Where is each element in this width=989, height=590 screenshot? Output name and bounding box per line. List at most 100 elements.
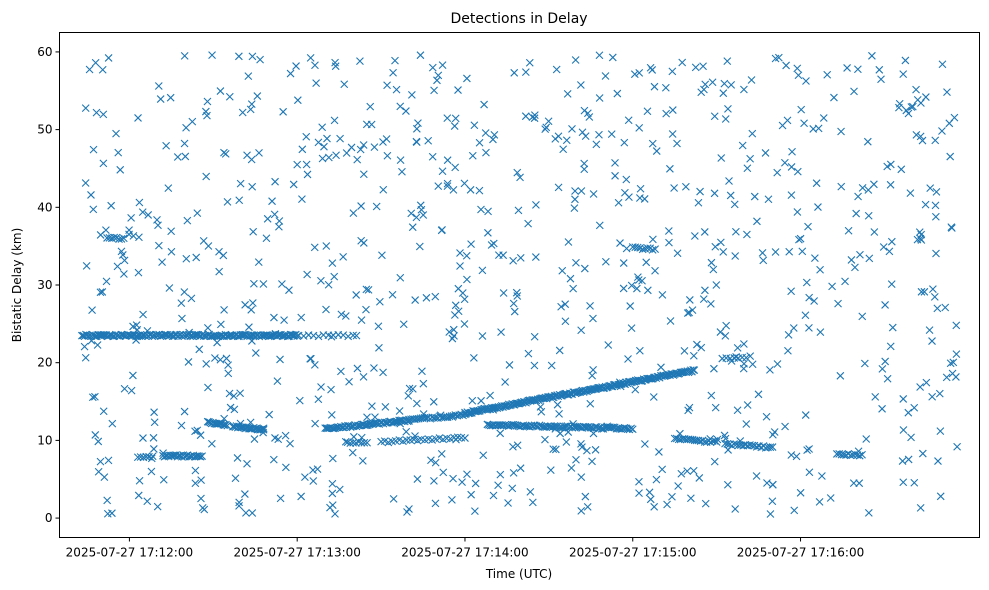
data-point <box>149 445 158 453</box>
data-point <box>286 69 295 78</box>
data-point <box>225 389 234 398</box>
data-point <box>460 320 469 328</box>
data-point <box>422 293 431 302</box>
data-point <box>477 396 485 405</box>
data-point <box>798 247 807 256</box>
data-point <box>780 158 789 167</box>
data-point <box>689 351 698 360</box>
data-point <box>313 465 322 474</box>
data-point <box>349 432 358 441</box>
data-point <box>608 53 617 62</box>
data-point <box>878 404 886 413</box>
data-point <box>135 233 143 242</box>
data-point <box>270 313 278 322</box>
data-point <box>928 392 937 401</box>
data-point <box>434 71 443 80</box>
data-point <box>389 68 397 77</box>
data-point <box>754 390 763 399</box>
data-point <box>349 209 358 217</box>
data-point <box>936 427 945 436</box>
data-point <box>231 474 240 483</box>
data-point <box>494 481 502 490</box>
data-point <box>766 510 775 518</box>
data-point <box>167 227 176 236</box>
data-point <box>496 470 505 479</box>
data-point <box>650 82 659 91</box>
data-point <box>577 440 585 448</box>
data-point <box>270 210 279 219</box>
data-point <box>588 457 596 466</box>
data-point <box>588 371 597 380</box>
data-point <box>657 363 665 372</box>
x-axis: 2025-07-27 17:12:00 2025-07-27 17:13:00 20… <box>66 537 864 560</box>
data-point <box>668 492 676 501</box>
data-point <box>724 104 732 113</box>
data-point <box>652 147 661 155</box>
data-point <box>691 63 700 72</box>
data-point <box>630 70 639 79</box>
data-point <box>946 359 955 368</box>
data-point <box>196 431 205 440</box>
data-point <box>224 369 233 378</box>
data-point <box>388 290 397 299</box>
data-point <box>133 453 142 462</box>
data-point <box>407 209 416 218</box>
chart-title: Detections in Delay <box>450 11 587 27</box>
data-point <box>328 259 337 268</box>
data-point <box>721 332 730 340</box>
data-point <box>697 88 706 97</box>
data-point <box>650 502 659 511</box>
data-point <box>180 51 189 60</box>
data-point <box>850 87 858 96</box>
data-point <box>215 247 223 256</box>
data-point <box>725 177 733 185</box>
data-point <box>843 64 851 72</box>
data-point <box>356 57 364 66</box>
data-point <box>557 302 565 311</box>
data-point <box>564 238 573 246</box>
data-point <box>836 371 845 380</box>
data-point <box>524 219 532 228</box>
data-point <box>928 337 936 345</box>
data-point <box>719 89 728 98</box>
data-point <box>699 62 707 71</box>
data-point <box>408 385 417 393</box>
data-point <box>706 435 715 443</box>
data-point <box>530 332 539 341</box>
data-point <box>785 247 794 256</box>
data-point <box>460 179 469 188</box>
data-point <box>184 358 193 366</box>
data-point <box>396 419 405 428</box>
data-point <box>216 320 225 329</box>
data-points <box>77 51 962 518</box>
data-point <box>566 274 575 283</box>
data-point <box>532 200 540 209</box>
data-point <box>112 129 120 138</box>
data-point <box>677 469 686 478</box>
data-point <box>178 314 186 323</box>
data-point <box>417 205 426 214</box>
data-point <box>191 466 200 475</box>
data-point <box>668 67 677 76</box>
data-point <box>834 299 842 308</box>
data-point <box>332 151 340 160</box>
data-point <box>108 419 117 428</box>
data-point <box>572 455 580 464</box>
data-point <box>871 393 880 401</box>
data-point <box>555 346 564 355</box>
data-point <box>563 89 572 98</box>
data-point <box>943 88 951 97</box>
data-point <box>887 237 896 246</box>
data-point <box>259 280 268 288</box>
data-point <box>576 81 585 89</box>
data-point <box>396 102 405 111</box>
data-point <box>110 233 119 242</box>
data-point <box>690 366 699 375</box>
data-point <box>298 195 306 204</box>
data-point <box>298 145 307 154</box>
data-point <box>604 341 613 349</box>
data-point <box>470 121 479 130</box>
data-point <box>710 457 719 466</box>
data-point <box>224 361 232 370</box>
data-point <box>801 311 810 320</box>
